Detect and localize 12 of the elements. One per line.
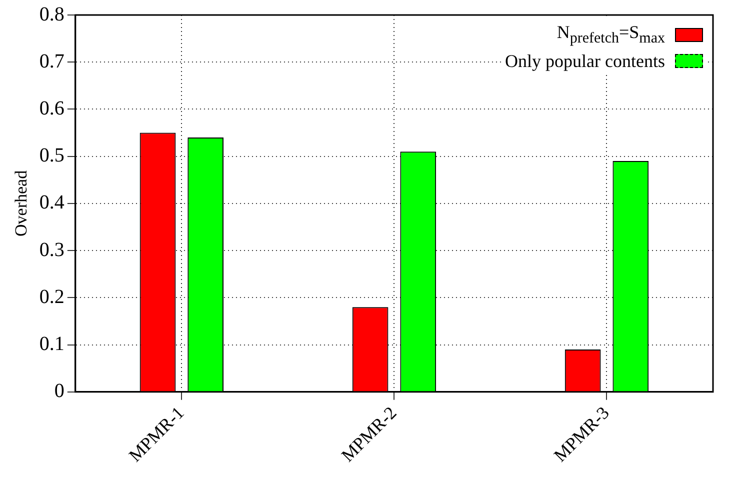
- y-tick-label: 0.4: [39, 192, 64, 214]
- y-tick-label: 0.6: [39, 97, 64, 120]
- y-axis-title: Overhead: [12, 170, 31, 236]
- y-tick-label: 0.8: [39, 3, 64, 26]
- y-tick-label: 0.1: [39, 333, 64, 356]
- legend-label: N$_{prefetch}$=S$_{max}$: [556, 21, 665, 49]
- y-tick-label: 0: [54, 380, 64, 402]
- y-tick-label: 0.3: [39, 238, 64, 261]
- y-tick-label: 0.2: [39, 286, 64, 308]
- y-tick-label: 0.7: [39, 50, 64, 72]
- legend-label: Only popular contents: [505, 50, 665, 72]
- y-tick-label: 0.5: [39, 144, 64, 167]
